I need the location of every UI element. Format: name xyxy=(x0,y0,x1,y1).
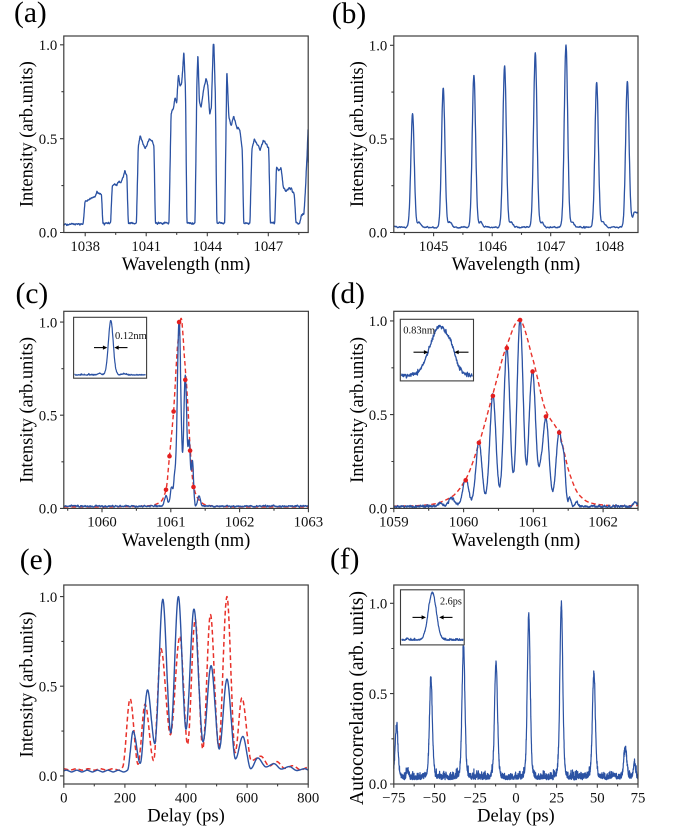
svg-text:(e): (e) xyxy=(20,544,53,576)
svg-text:1.0: 1.0 xyxy=(369,39,388,55)
svg-text:0.5: 0.5 xyxy=(369,132,388,148)
svg-text:0.5: 0.5 xyxy=(39,680,58,696)
svg-text:1061: 1061 xyxy=(156,515,186,531)
svg-text:1044: 1044 xyxy=(193,239,223,255)
svg-text:1045: 1045 xyxy=(419,239,449,255)
svg-text:1061: 1061 xyxy=(519,515,549,531)
svg-text:Intensity (arb.units): Intensity (arb.units) xyxy=(348,61,368,207)
svg-text:0.5: 0.5 xyxy=(369,408,388,424)
svg-text:0.0: 0.0 xyxy=(39,226,58,242)
svg-text:1.0: 1.0 xyxy=(369,314,388,330)
svg-text:Wavelength (nm): Wavelength (nm) xyxy=(452,531,580,551)
svg-text:0.12nm: 0.12nm xyxy=(115,331,147,342)
svg-text:1063: 1063 xyxy=(294,515,324,531)
svg-text:Intensity (arb.units): Intensity (arb.units) xyxy=(348,337,368,483)
svg-text:−50: −50 xyxy=(423,790,446,806)
svg-text:1041: 1041 xyxy=(131,239,161,255)
svg-text:−25: −25 xyxy=(464,790,487,806)
svg-text:0.5: 0.5 xyxy=(39,408,58,424)
svg-text:1.0: 1.0 xyxy=(369,597,388,613)
svg-text:(c): (c) xyxy=(16,278,49,310)
svg-text:1047: 1047 xyxy=(254,239,284,255)
svg-text:(b): (b) xyxy=(332,0,366,30)
svg-text:1059: 1059 xyxy=(379,515,409,531)
svg-text:75: 75 xyxy=(631,790,646,806)
svg-text:600: 600 xyxy=(236,790,258,806)
svg-text:Delay (ps): Delay (ps) xyxy=(477,806,555,826)
svg-text:50: 50 xyxy=(590,790,605,806)
svg-text:0.83nm: 0.83nm xyxy=(403,326,435,337)
svg-text:−75: −75 xyxy=(382,790,405,806)
svg-text:0.5: 0.5 xyxy=(39,132,58,148)
svg-text:400: 400 xyxy=(175,790,197,806)
svg-text:1060: 1060 xyxy=(449,515,479,531)
svg-text:Intensity (arb.units): Intensity (arb.units) xyxy=(18,612,38,758)
svg-text:0: 0 xyxy=(60,790,67,806)
svg-text:0.0: 0.0 xyxy=(39,502,58,518)
svg-text:1038: 1038 xyxy=(70,239,100,255)
svg-text:Wavelength (nm): Wavelength (nm) xyxy=(452,255,580,275)
svg-text:0.0: 0.0 xyxy=(369,502,388,518)
svg-text:1.0: 1.0 xyxy=(39,315,58,331)
svg-text:1048: 1048 xyxy=(595,239,625,255)
svg-text:1047: 1047 xyxy=(536,239,566,255)
svg-text:Wavelength (nm): Wavelength (nm) xyxy=(122,531,250,551)
svg-text:200: 200 xyxy=(114,790,136,806)
svg-text:(f): (f) xyxy=(330,543,359,575)
svg-text:800: 800 xyxy=(297,790,319,806)
svg-text:1.0: 1.0 xyxy=(39,38,58,54)
svg-text:Intensity (arb.units): Intensity (arb.units) xyxy=(18,337,38,483)
svg-text:1062: 1062 xyxy=(225,515,255,531)
svg-text:0.0: 0.0 xyxy=(39,769,58,785)
svg-text:1060: 1060 xyxy=(87,515,117,531)
svg-text:0: 0 xyxy=(512,790,519,806)
svg-text:1062: 1062 xyxy=(588,515,618,531)
svg-text:Autocorrelation (arb. units): Autocorrelation (arb. units) xyxy=(347,591,368,805)
svg-text:Wavelength (nm): Wavelength (nm) xyxy=(122,255,250,275)
svg-text:1046: 1046 xyxy=(477,239,507,255)
svg-text:0.5: 0.5 xyxy=(369,687,388,703)
svg-text:0.0: 0.0 xyxy=(369,226,388,242)
svg-text:25: 25 xyxy=(549,790,564,806)
svg-text:Intensity (arb.units): Intensity (arb.units) xyxy=(18,61,38,207)
svg-text:(a): (a) xyxy=(14,0,47,29)
svg-text:1.0: 1.0 xyxy=(39,590,58,606)
svg-text:0.0: 0.0 xyxy=(369,777,388,793)
svg-text:2.6ps: 2.6ps xyxy=(440,597,462,608)
svg-text:(d): (d) xyxy=(331,278,365,310)
svg-text:Delay (ps): Delay (ps) xyxy=(147,806,225,826)
